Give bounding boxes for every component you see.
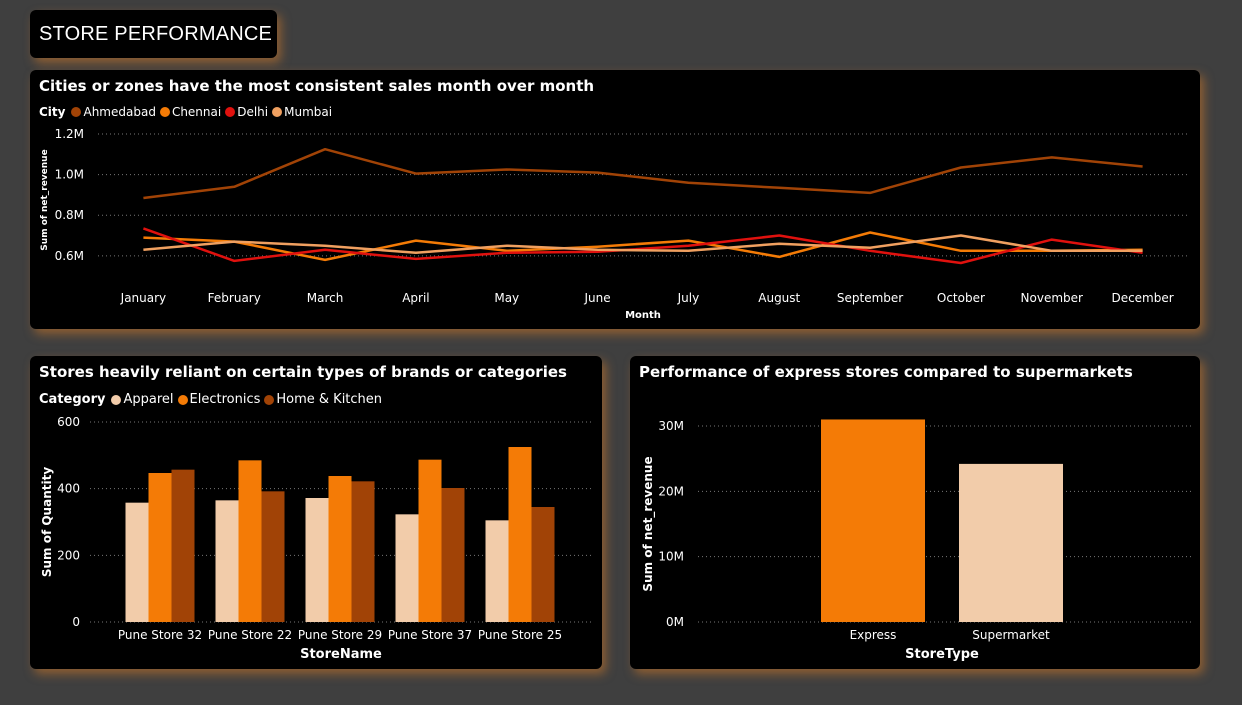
storetype-chart-title: Performance of express stores compared t… bbox=[639, 363, 1133, 381]
storetype-bar-chart: 0M 10M 20M 30M Express Supermarket StoreType Su… bbox=[641, 419, 1192, 662]
storetype-bar-card: Performance of express stores compared t… bbox=[630, 356, 1200, 669]
bar-pune-store-22-electronics bbox=[238, 460, 262, 622]
series-line-ahmedabad bbox=[143, 147, 1143, 200]
line-chart-title: Cities or zones have the most consistent… bbox=[39, 77, 595, 95]
x-tick-label: January bbox=[120, 291, 167, 305]
legend-item-apparel[interactable]: Apparel bbox=[111, 392, 174, 407]
x-tick-label: Supermarket bbox=[972, 628, 1050, 642]
y-tick-label: 200 bbox=[57, 548, 80, 562]
legend-item-ahmedabad[interactable]: Ahmedabad bbox=[71, 105, 156, 119]
bar-pune-store-32-apparel bbox=[125, 502, 149, 622]
x-tick-label: March bbox=[307, 291, 344, 305]
legend-label: Ahmedabad bbox=[83, 105, 156, 119]
bar-pune-store-25-apparel bbox=[485, 520, 509, 622]
legend-title: Category bbox=[39, 392, 106, 407]
line-chart: 0.6M 0.8M 1.0M 1.2M January February March Apri… bbox=[40, 127, 1188, 321]
x-tick-label: Pune Store 22 bbox=[208, 628, 292, 642]
category-chart-title: Stores heavily reliant on certain types … bbox=[39, 363, 567, 381]
legend-label: Delhi bbox=[237, 105, 269, 119]
bar-supermarket bbox=[959, 463, 1063, 622]
legend-item-home-kitchen[interactable]: Home & Kitchen bbox=[264, 392, 382, 407]
y-tick-label: 1.2M bbox=[55, 127, 84, 141]
x-tick-label: August bbox=[758, 291, 800, 305]
x-tick-label: April bbox=[402, 291, 429, 305]
x-tick-label: Pune Store 32 bbox=[118, 628, 202, 642]
legend-dot bbox=[177, 394, 188, 405]
y-tick-label: 0 bbox=[72, 615, 80, 629]
y-axis-title: Sum of Quantity bbox=[40, 467, 54, 577]
bar-pune-store-37-home-kitchen bbox=[441, 488, 465, 622]
x-tick-label: February bbox=[208, 291, 261, 305]
bar-pune-store-25-electronics bbox=[508, 447, 532, 622]
x-tick-label: Express bbox=[850, 628, 897, 642]
legend-dot bbox=[264, 394, 275, 405]
x-tick-label: July bbox=[677, 291, 700, 305]
legend-item-mumbai[interactable]: Mumbai bbox=[272, 105, 332, 119]
bar-pune-store-32-electronics bbox=[148, 473, 172, 622]
line-chart-legend: City Ahmedabad Chennai Delhi Mumbai bbox=[39, 105, 336, 119]
x-tick-label: Pune Store 25 bbox=[478, 628, 562, 642]
page-title: STORE PERFORMANCE bbox=[39, 22, 273, 45]
legend-label: Electronics bbox=[189, 392, 261, 407]
bar-pune-store-22-home-kitchen bbox=[261, 491, 285, 622]
x-tick-label: Pune Store 37 bbox=[388, 628, 472, 642]
dashboard-title-card: STORE PERFORMANCE bbox=[30, 10, 277, 58]
legend-title: City bbox=[39, 105, 66, 119]
y-tick-label: 0.6M bbox=[55, 249, 84, 263]
series-line-delhi bbox=[142, 227, 1143, 265]
y-tick-label: 10M bbox=[658, 550, 684, 564]
legend-dot bbox=[159, 107, 170, 117]
x-tick-label: June bbox=[584, 291, 611, 305]
legend-dot bbox=[111, 394, 122, 405]
y-tick-label: 0M bbox=[666, 615, 684, 629]
bar-express bbox=[821, 419, 925, 622]
y-tick-label: 0.8M bbox=[55, 208, 84, 222]
bar-pune-store-37-electronics bbox=[418, 459, 442, 622]
legend-dot bbox=[272, 107, 283, 117]
legend-item-chennai[interactable]: Chennai bbox=[159, 105, 222, 119]
y-axis-title: Sum of net_revenue bbox=[40, 149, 50, 250]
x-axis-title: StoreType bbox=[905, 647, 979, 662]
x-tick-label: Pune Store 29 bbox=[298, 628, 382, 642]
bar-pune-store-29-home-kitchen bbox=[351, 481, 375, 622]
legend-label: Chennai bbox=[171, 105, 222, 119]
y-tick-label: 400 bbox=[57, 482, 80, 496]
legend-item-electronics[interactable]: Electronics bbox=[177, 392, 261, 407]
x-tick-label: October bbox=[937, 291, 985, 305]
legend-label: Mumbai bbox=[284, 105, 333, 119]
legend-label: Home & Kitchen bbox=[276, 392, 383, 407]
legend-dot bbox=[71, 107, 82, 117]
legend-item-delhi[interactable]: Delhi bbox=[225, 105, 268, 119]
series-line-chennai bbox=[143, 231, 1143, 262]
legend-label: Apparel bbox=[123, 392, 174, 407]
x-axis-title: Month bbox=[625, 310, 661, 321]
x-tick-label: November bbox=[1021, 291, 1083, 305]
legend-dot bbox=[225, 107, 236, 117]
category-bar-chart: 0 200 400 600 Pune Store 32 Pune Store 22 Pune… bbox=[40, 415, 592, 662]
bar-pune-store-29-electronics bbox=[328, 476, 352, 622]
x-tick-label: September bbox=[837, 291, 903, 305]
bar-pune-store-25-home-kitchen bbox=[531, 507, 555, 622]
y-tick-label: 20M bbox=[658, 484, 684, 498]
category-bar-card: Stores heavily reliant on certain types … bbox=[30, 356, 602, 669]
bar-pune-store-32-home-kitchen bbox=[171, 469, 195, 622]
y-axis-title: Sum of net_revenue bbox=[641, 456, 656, 591]
line-chart-card: Cities or zones have the most consistent… bbox=[30, 70, 1200, 329]
x-tick-label: May bbox=[494, 291, 519, 305]
x-axis-title: StoreName bbox=[300, 647, 382, 662]
category-chart-legend: Category Apparel Electronics Home & Kitche… bbox=[39, 392, 386, 407]
bar-pune-store-29-apparel bbox=[305, 498, 329, 622]
series-line-mumbai bbox=[143, 234, 1143, 255]
bar-pune-store-37-apparel bbox=[395, 514, 419, 622]
y-tick-label: 600 bbox=[57, 415, 80, 429]
y-tick-label: 1.0M bbox=[55, 168, 84, 182]
y-tick-label: 30M bbox=[658, 419, 684, 433]
x-tick-label: December bbox=[1111, 291, 1173, 305]
bar-pune-store-22-apparel bbox=[215, 500, 239, 622]
